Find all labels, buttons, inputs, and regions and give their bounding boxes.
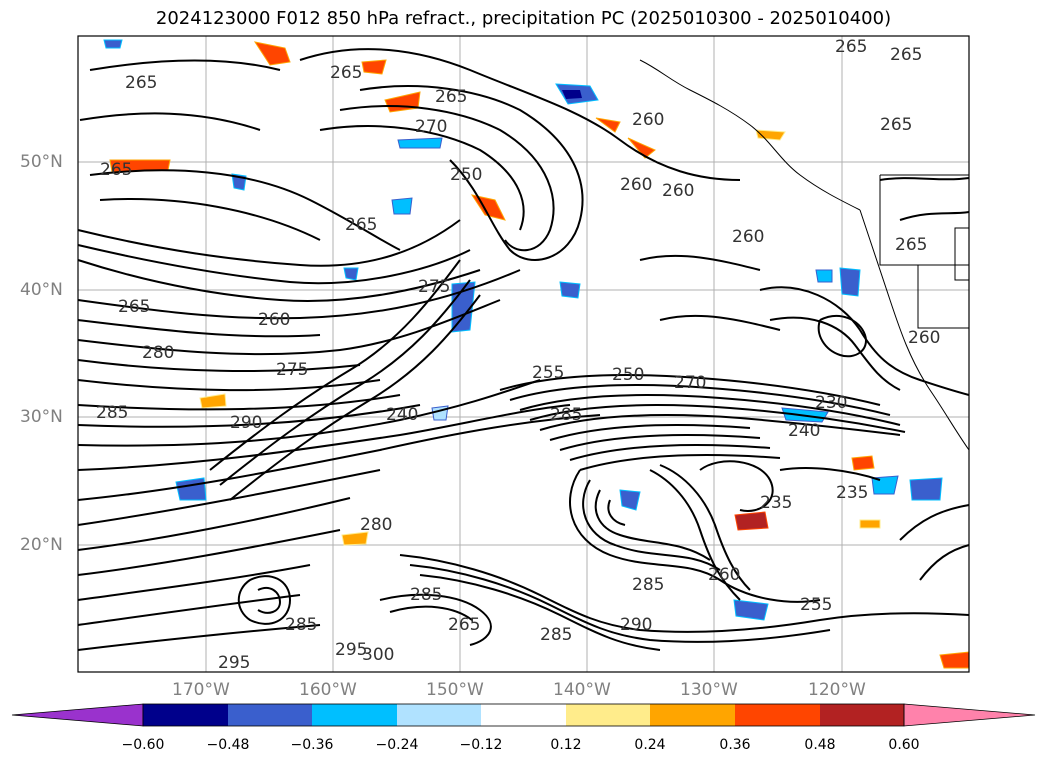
contour-label: 235 bbox=[836, 483, 868, 503]
contour-label: 260 bbox=[258, 310, 290, 330]
lon-label: 120°W bbox=[808, 680, 866, 700]
colorbar-tick: 0.36 bbox=[719, 737, 751, 753]
contour-label: 260 bbox=[620, 175, 652, 195]
contour-label: 230 bbox=[815, 393, 847, 413]
colorbar-tick: −0.48 bbox=[206, 737, 250, 753]
contour-label: 260 bbox=[632, 110, 664, 130]
contour-label: 290 bbox=[620, 615, 652, 635]
contour-label: 285 bbox=[540, 625, 572, 645]
colorbar-tick: −0.36 bbox=[290, 737, 334, 753]
contour-label: 300 bbox=[362, 645, 394, 665]
contour-label: 255 bbox=[532, 363, 564, 383]
contour-label: 265 bbox=[895, 235, 927, 255]
contour-label: 285 bbox=[632, 575, 664, 595]
contour-label: 275 bbox=[276, 360, 308, 380]
contour-label: 260 bbox=[908, 328, 940, 348]
lon-label: 170°W bbox=[172, 680, 230, 700]
contour-label: 285 bbox=[550, 405, 582, 425]
colorbar-tick: 0.48 bbox=[804, 737, 836, 753]
colorbar-segment bbox=[228, 704, 312, 726]
colorbar-tick: −0.60 bbox=[121, 737, 165, 753]
contour-label: 250 bbox=[450, 165, 482, 185]
colorbar-segment bbox=[312, 704, 397, 726]
contour-label: 240 bbox=[386, 405, 418, 425]
colorbar-segment bbox=[143, 704, 228, 726]
colorbar-segment bbox=[735, 704, 820, 726]
contour-label: 295 bbox=[218, 653, 250, 673]
contour-label: 265 bbox=[125, 73, 157, 93]
colorbar-segment bbox=[820, 704, 904, 726]
contour-label: 270 bbox=[415, 117, 447, 137]
map-title: 2024123000 F012 850 hPa refract., precip… bbox=[155, 8, 892, 29]
contour-label: 260 bbox=[732, 227, 764, 247]
contour-label: 255 bbox=[800, 595, 832, 615]
contour-label: 295 bbox=[335, 640, 367, 660]
contour-label: 265 bbox=[835, 37, 867, 57]
contour-label: 260 bbox=[662, 181, 694, 201]
map-border bbox=[77, 35, 970, 673]
lon-label: 150°W bbox=[426, 680, 484, 700]
lon-label: 130°W bbox=[680, 680, 738, 700]
colorbar-tick: 0.24 bbox=[634, 737, 666, 753]
contour-label: 265 bbox=[880, 115, 912, 135]
precip-patches bbox=[103, 39, 970, 669]
colorbar-segment bbox=[397, 704, 481, 726]
colorbar-segment bbox=[903, 703, 1036, 727]
contour-label: 275 bbox=[418, 277, 450, 297]
colorbar-border bbox=[142, 703, 905, 727]
colorbar bbox=[11, 703, 1036, 727]
lat-label: 50°N bbox=[20, 152, 63, 172]
colorbar-tick: −0.24 bbox=[375, 737, 419, 753]
lat-label: 40°N bbox=[20, 280, 63, 300]
lat-label: 30°N bbox=[20, 407, 63, 427]
contour-label: 265 bbox=[435, 87, 467, 107]
contour-label: 280 bbox=[142, 343, 174, 363]
colorbar-segment bbox=[566, 704, 650, 726]
contour-label: 290 bbox=[230, 413, 262, 433]
colorbar-tick: 0.12 bbox=[550, 737, 582, 753]
contour-label: 260 bbox=[708, 565, 740, 585]
contour-label: 265 bbox=[118, 297, 150, 317]
lon-label: 160°W bbox=[299, 680, 357, 700]
colorbar-segment bbox=[11, 703, 144, 727]
colorbar-segment bbox=[481, 704, 566, 726]
contour-labels: 265 265 265 265 265 265 265 265 270 250 … bbox=[96, 37, 940, 673]
contour-label: 280 bbox=[360, 515, 392, 535]
contour-label: 270 bbox=[674, 373, 706, 393]
contour-label: 285 bbox=[410, 585, 442, 605]
lat-label: 20°N bbox=[20, 535, 63, 555]
contour-label: 265 bbox=[890, 45, 922, 65]
contour-label: 250 bbox=[612, 365, 644, 385]
contour-label: 240 bbox=[788, 421, 820, 441]
contour-label: 265 bbox=[345, 215, 377, 235]
contour-label: 285 bbox=[285, 615, 317, 635]
contour-label: 265 bbox=[448, 615, 480, 635]
colorbar-tick: 0.60 bbox=[888, 737, 920, 753]
refractivity-contours bbox=[77, 48, 970, 651]
contour-label: 265 bbox=[100, 160, 132, 180]
contour-label: 265 bbox=[330, 63, 362, 83]
contour-label: 285 bbox=[96, 403, 128, 423]
contour-label: 235 bbox=[760, 493, 792, 513]
colorbar-tick: −0.12 bbox=[459, 737, 503, 753]
colorbar-segment bbox=[650, 704, 735, 726]
lon-label: 140°W bbox=[553, 680, 611, 700]
